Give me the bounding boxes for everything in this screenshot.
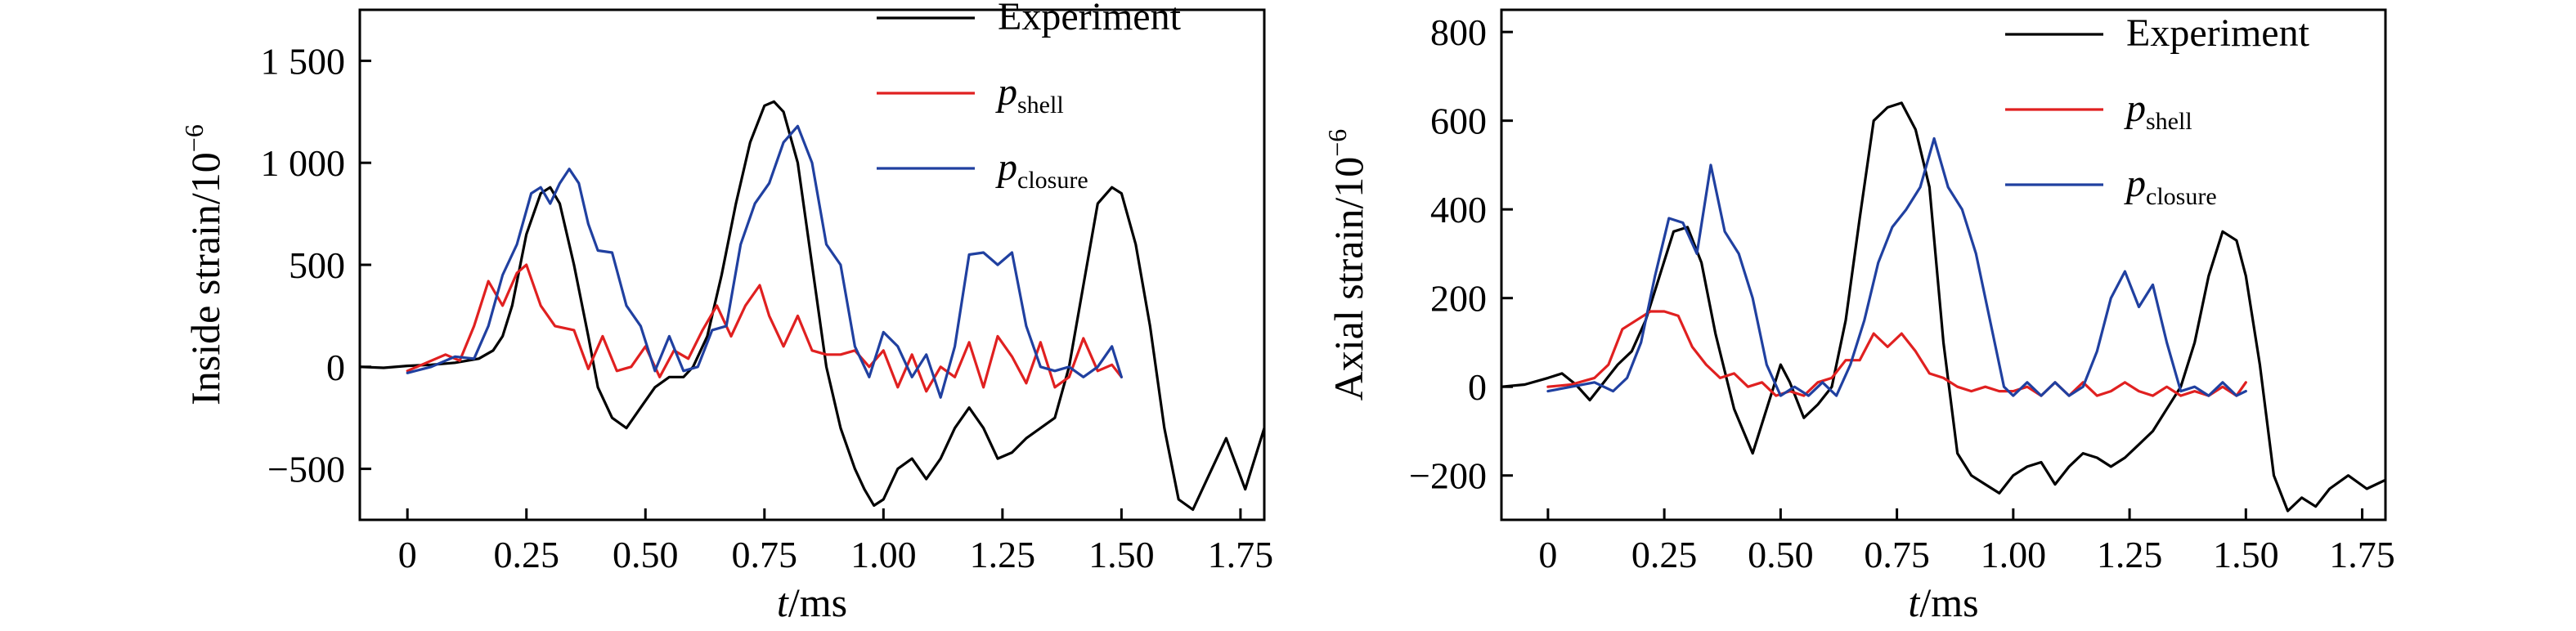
y-tick-label: 600: [1430, 101, 1487, 142]
y-tick-label: −500: [267, 449, 345, 490]
x-tick-label: 0.75: [732, 534, 798, 575]
y-tick-label: 0: [1468, 366, 1487, 408]
y-tick-label: 400: [1430, 189, 1487, 230]
chart-axial-strain: 0 0.25 0.50 0.75 1.00 1.25 1.50 1.75 −200 0 200 400…: [1322, 8, 2395, 625]
x-tick-label: 1.25: [2097, 534, 2163, 575]
x-tick-label: 1.50: [2213, 534, 2279, 575]
series-line-experiment: [1501, 101, 2385, 512]
y-tick-label: 1 500: [261, 40, 346, 82]
x-tick-label: 1.50: [1088, 534, 1155, 575]
series-line-closure: [1546, 136, 2247, 397]
plot-area: [360, 100, 1264, 512]
legend-label-shell: pshell: [2124, 87, 2192, 135]
x-tick-label: 0.50: [1748, 534, 1814, 575]
plot-frame: [1500, 8, 2387, 521]
legend-label-shell: pshell: [995, 70, 1064, 119]
x-tick-label: 0: [1538, 534, 1557, 575]
x-tick-label: 0.25: [1631, 534, 1698, 575]
x-tick-label: 0.25: [493, 534, 559, 575]
plot-area: [1501, 101, 2385, 512]
y-axis-label: Inside strain/10−6: [179, 124, 228, 405]
legend: Experiment pshell pclosure: [2005, 11, 2310, 210]
x-tick-label: 1.25: [970, 534, 1036, 575]
chart-inside-strain: 0 0.25 0.50 0.75 1.00 1.25 1.50 1.75 −500 0 500 1 0…: [179, 0, 1273, 625]
legend-label-experiment: Experiment: [2126, 11, 2310, 55]
y-tick-label: −200: [1409, 455, 1487, 497]
x-tick-label: 0.50: [613, 534, 679, 575]
y-tick-label: 800: [1430, 11, 1487, 53]
series-line-experiment: [360, 100, 1264, 512]
x-tick-label: 1.75: [2329, 534, 2395, 575]
y-tick-label: 0: [326, 347, 345, 388]
legend-label-experiment: Experiment: [998, 0, 1182, 38]
y-tick-label: 500: [289, 244, 345, 286]
x-axis-label: t/ms: [1908, 580, 1978, 625]
y-tick-label: 200: [1430, 278, 1487, 320]
x-tick-label: 1.00: [1981, 534, 2047, 575]
x-tick-label: 0.75: [1864, 534, 1930, 575]
y-axis-label: Axial strain/10−6: [1322, 129, 1371, 401]
series-line-shell: [406, 263, 1123, 393]
x-tick-label: 0: [398, 534, 417, 575]
legend: Experiment pshell pclosure: [877, 0, 1182, 194]
x-tick-label: 1.00: [850, 534, 917, 575]
x-tick-label: 1.75: [1208, 534, 1274, 575]
legend-label-closure: pclosure: [2124, 162, 2217, 210]
series-line-shell: [1546, 310, 2247, 397]
x-axis-label: t/ms: [777, 580, 847, 625]
y-tick-label: 1 000: [261, 142, 346, 184]
series-line-closure: [406, 124, 1123, 399]
legend-label-closure: pclosure: [995, 145, 1088, 194]
